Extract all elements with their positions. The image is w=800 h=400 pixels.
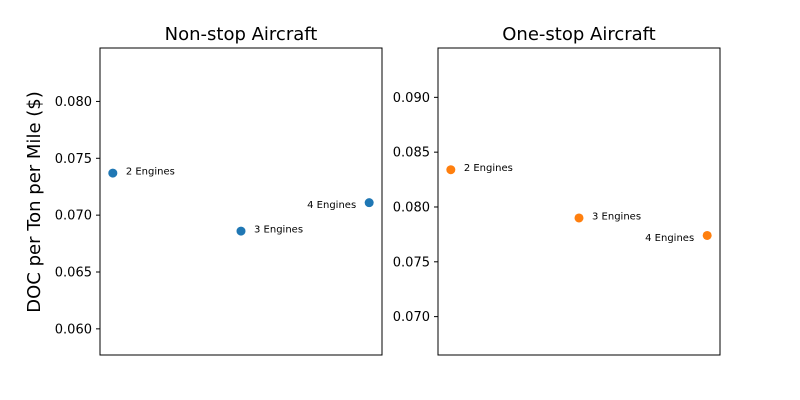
data-point-one-stop-2-engines (446, 165, 456, 175)
point-label-one-stop-4-engines: 4 Engines (645, 233, 694, 244)
y-tick-label: 0.090 (393, 91, 430, 106)
plot-frame-non-stop (99, 47, 383, 356)
y-tick-label: 0.070 (55, 209, 92, 224)
annotations-one-stop: 2 Engines 3 Engines 4 Engines (464, 163, 694, 244)
annotations-non-stop: 2 Engines 3 Engines 4 Engines (126, 167, 356, 236)
point-label-one-stop-2-engines: 2 Engines (464, 163, 513, 174)
y-ticks-non-stop: 0.060 0.065 0.070 0.075 0.080 (55, 95, 100, 337)
data-point-one-stop-4-engines (702, 230, 712, 240)
y-axis-label: DOC per Ton per Mile ($) (24, 91, 45, 312)
y-tick-label: 0.075 (393, 255, 430, 270)
y-tick-label: 0.060 (55, 322, 92, 337)
chart-panel-non-stop: Non-stop Aircraft 0.0600.0650.0700.0750.… (55, 24, 383, 356)
y-ticks-one-stop: 0.070 0.075 0.080 0.085 0.090 (393, 91, 438, 325)
data-point-non-stop-2-engines (108, 168, 118, 178)
y-tick-label: 0.080 (55, 95, 92, 110)
point-label-one-stop-3-engines: 3 Engines (592, 211, 641, 222)
plot-frame-one-stop (437, 47, 721, 356)
point-label-non-stop-2-engines: 2 Engines (126, 167, 175, 178)
y-tick-label: 0.080 (393, 200, 430, 215)
points-one-stop (446, 165, 712, 240)
data-point-non-stop-3-engines (236, 226, 246, 236)
point-label-non-stop-4-engines: 4 Engines (307, 200, 356, 211)
y-tick-label: 0.065 (55, 265, 92, 280)
y-tick-label: 0.085 (393, 146, 430, 161)
chart-panel-one-stop: One-stop Aircraft 0.0700.0750.0800.0850.… (393, 24, 721, 356)
y-tick-label: 0.070 (393, 310, 430, 325)
points-non-stop (108, 168, 374, 236)
data-point-one-stop-3-engines (574, 213, 584, 223)
point-label-non-stop-3-engines: 3 Engines (254, 225, 303, 236)
data-point-non-stop-4-engines (364, 198, 374, 208)
chart-title-non-stop: Non-stop Aircraft (165, 24, 318, 45)
y-tick-label: 0.075 (55, 152, 92, 167)
chart-title-one-stop: One-stop Aircraft (502, 24, 655, 45)
